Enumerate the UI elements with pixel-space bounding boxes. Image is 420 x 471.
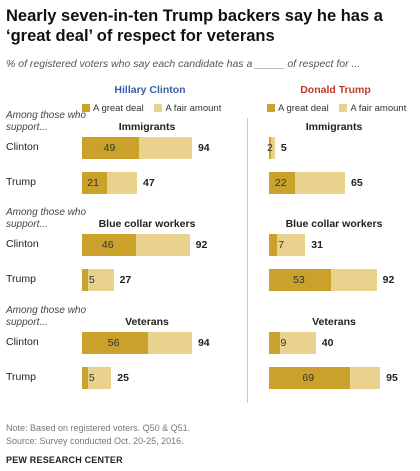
bar-great-trump-veterans-trump-supporters [269,367,350,389]
bar-fair-trump-immigrants-clinton-supporters [271,137,275,159]
value-great-trump-blue-collar-workers-trump-supporters: 53 [293,274,305,286]
bar-fair-trump-immigrants-trump-supporters [294,172,346,194]
value-great-hillary-veterans-clinton-supporters: 56 [107,337,120,349]
legend-fair-label: A fair amount [350,103,407,114]
bar-fair-hillary-veterans-trump-supporters [87,367,112,389]
bar-great-trump-immigrants-trump-supporters [269,172,295,194]
footnote: Note: Based on registered voters. Q50 & … [6,423,191,433]
bar-great-hillary-immigrants-clinton-supporters [82,137,140,159]
bar-fair-hillary-immigrants-trump-supporters [106,172,137,194]
value-total-hillary-immigrants-trump-supporters: 47 [142,177,155,189]
group-heading-trump-immigrants: Immigrants [305,121,363,133]
value-total-trump-veterans-clinton-supporters: 40 [321,337,334,349]
value-great-trump-blue-collar-workers-clinton-supporters: 7 [278,239,285,251]
value-great-hillary-immigrants-clinton-supporters: 49 [103,142,116,154]
column-title-donald-trump: Donald Trump [300,84,371,96]
column-divider [247,118,248,403]
value-great-hillary-immigrants-trump-supporters: 21 [87,177,99,189]
bar-great-trump-veterans-clinton-supporters [269,332,280,354]
group-heading-hillary-immigrants: Immigrants [118,121,176,133]
bar-fair-hillary-immigrants-clinton-supporters [139,137,192,159]
group-intro-blue-collar-workers: Among those who support... [6,207,87,230]
bar-fair-trump-blue-collar-workers-trump-supporters [331,269,377,291]
group-heading-trump-blue-collar-workers: Blue collar workers [285,218,383,230]
value-total-trump-veterans-trump-supporters: 95 [386,372,398,384]
row-label-veterans-trump-supporters: Trump [6,371,36,383]
legend-fair-swatch [154,104,163,112]
row-label-immigrants-clinton-supporters: Clinton [6,141,39,153]
value-total-hillary-blue-collar-workers-trump-supporters: 27 [119,274,132,286]
group-heading-hillary-blue-collar-workers: Blue collar workers [98,218,196,230]
legend-trump-column: A great deal A fair amount [267,103,406,114]
bar-great-hillary-veterans-clinton-supporters [82,332,148,354]
legend-fair-swatch [339,104,348,112]
bar-great-hillary-immigrants-trump-supporters [82,172,107,194]
value-great-trump-veterans-trump-supporters: 69 [302,372,315,384]
source-line: Source: Survey conducted Oct. 20-25, 201… [6,436,184,446]
value-great-trump-immigrants-trump-supporters: 22 [274,177,287,189]
group-intro-veterans: Among those who support... [6,305,87,328]
value-total-hillary-veterans-trump-supporters: 25 [117,372,129,384]
value-great-hillary-veterans-trump-supporters: 5 [88,372,95,384]
legend-great-swatch [267,104,275,112]
bar-fair-trump-blue-collar-workers-clinton-supporters [277,234,306,256]
bar-fair-hillary-veterans-clinton-supporters [147,332,192,354]
row-label-veterans-clinton-supporters: Clinton [6,336,39,348]
row-label-blue-collar-workers-clinton-supporters: Clinton [6,238,39,250]
value-great-trump-veterans-clinton-supporters: 9 [280,337,287,349]
organization-credit: PEW RESEARCH CENTER [6,455,123,465]
value-total-trump-immigrants-clinton-supporters: 5 [280,142,287,154]
value-total-hillary-immigrants-clinton-supporters: 94 [197,142,210,154]
value-great-hillary-blue-collar-workers-clinton-supporters: 46 [101,239,114,251]
value-total-hillary-veterans-clinton-supporters: 94 [197,337,210,349]
chart-title: Nearly seven-in-ten Trump backers say he… [6,7,383,45]
value-total-trump-immigrants-trump-supporters: 65 [351,177,363,189]
bar-great-trump-blue-collar-workers-trump-supporters [269,269,331,291]
bar-fair-trump-veterans-clinton-supporters [279,332,316,354]
row-label-immigrants-trump-supporters: Trump [6,176,36,188]
bar-great-hillary-blue-collar-workers-clinton-supporters [82,234,136,256]
legend-hillary-column: A great deal A fair amount [82,103,221,114]
legend-great-label: A great deal [278,103,329,114]
value-total-trump-blue-collar-workers-clinton-supporters: 31 [311,239,323,251]
group-heading-hillary-veterans: Veterans [125,316,169,328]
chart-subtitle: % of registered voters who say each cand… [6,58,361,70]
group-intro-immigrants: Among those who support... [6,110,87,133]
bar-fair-trump-veterans-trump-supporters [349,367,381,389]
bar-great-hillary-blue-collar-workers-trump-supporters [82,269,88,291]
legend-fair-label: A fair amount [165,103,222,114]
row-label-blue-collar-workers-trump-supporters: Trump [6,273,36,285]
group-heading-trump-veterans: Veterans [312,316,356,328]
legend-great-label: A great deal [93,103,144,114]
column-title-hillary-clinton: Hillary Clinton [114,84,186,96]
value-total-trump-blue-collar-workers-trump-supporters: 92 [382,274,395,286]
bar-fair-hillary-blue-collar-workers-clinton-supporters [135,234,190,256]
bar-great-trump-immigrants-clinton-supporters [269,137,272,159]
legend-great-swatch [82,104,90,112]
bar-great-hillary-veterans-trump-supporters [82,367,88,389]
value-great-trump-immigrants-clinton-supporters: 2 [267,142,273,154]
bar-great-trump-blue-collar-workers-clinton-supporters [269,234,278,256]
value-great-hillary-blue-collar-workers-trump-supporters: 5 [88,274,95,286]
bar-fair-hillary-blue-collar-workers-trump-supporters [87,269,114,291]
value-total-hillary-blue-collar-workers-clinton-supporters: 92 [195,239,208,251]
